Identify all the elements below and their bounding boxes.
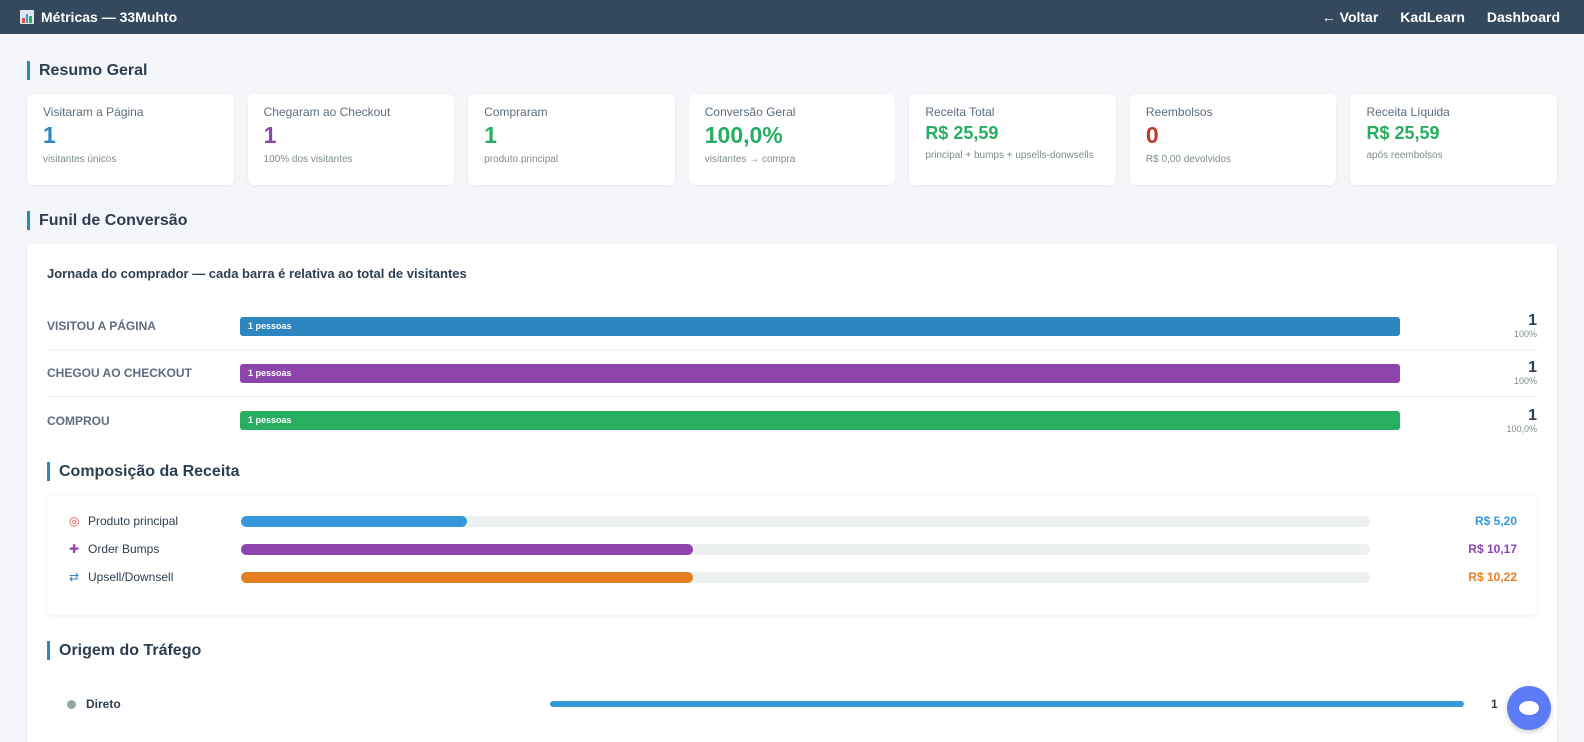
traffic-bar-track xyxy=(550,701,1464,707)
revenue-bar-track xyxy=(241,571,1370,583)
card-value: R$ 25,59 xyxy=(925,123,999,143)
summary-card: Receita Líquida R$ 25,59 após reembolsos xyxy=(1350,94,1558,185)
revenue-bar-fill xyxy=(241,515,467,527)
funnel-rows: VISITOU A PÁGINA 1 pessoas 1 100% CHEGOU AO … xyxy=(47,303,1537,444)
card-subtext: principal + bumps + upsells-donwsells xyxy=(925,150,1094,161)
traffic-source-label: Direto xyxy=(86,697,121,711)
card-label: Conversão Geral xyxy=(704,105,796,119)
funnel-percent: 100% xyxy=(1513,376,1537,386)
card-subtext: 100% dos visitantes xyxy=(263,154,353,165)
summary-card: Reembolsos 0 R$ 0,00 devolvidos xyxy=(1129,94,1337,185)
summary-card: Conversão Geral 100,0% visitantes → compra xyxy=(688,94,896,185)
traffic-count: 1 xyxy=(1491,697,1498,711)
plus-icon: ✚ xyxy=(69,542,80,556)
bar-chart-icon xyxy=(20,10,34,24)
funnel-count: 1 100% xyxy=(1400,359,1537,387)
funnel-stage-label: CHEGOU AO CHECKOUT xyxy=(47,366,192,380)
revenue-label: Upsell/Downsell xyxy=(88,570,174,584)
card-value: 1 xyxy=(484,122,497,148)
funnel-bar-track: 1 pessoas xyxy=(240,316,1400,336)
card-subtext: visitantes únicos xyxy=(43,154,117,165)
revenue-bar-track xyxy=(241,515,1370,527)
revenue-bar-track xyxy=(241,543,1370,555)
chat-button[interactable] xyxy=(1507,686,1551,730)
app-brand: Métricas — 33Muhto xyxy=(20,9,177,25)
traffic-panel: Direto 1 xyxy=(47,674,1537,742)
traffic-dot xyxy=(67,699,76,709)
dashboard-link[interactable]: Dashboard xyxy=(1486,9,1560,25)
funnel-bar: 1 pessoas xyxy=(240,411,1400,430)
revenue-value: R$ 5,20 xyxy=(1474,514,1517,528)
card-label: Reembolsos xyxy=(1145,105,1213,119)
card-label: Receita Total xyxy=(925,105,995,119)
traffic-title: Origem do Tráfego xyxy=(47,641,1537,660)
revenue-value: R$ 10,22 xyxy=(1468,570,1517,584)
funnel-count-value: 1 xyxy=(1528,359,1537,376)
chat-icon xyxy=(1519,701,1539,715)
summary-card: Compraram 1 produto principal xyxy=(468,94,675,185)
card-subtext: R$ 0,00 devolvidos xyxy=(1145,154,1231,165)
funnel-bar-track: 1 pessoas xyxy=(240,363,1400,383)
card-subtext: visitantes → compra xyxy=(704,154,796,165)
card-value: 1 xyxy=(43,122,56,148)
funnel-bar: 1 pessoas xyxy=(240,363,1400,383)
traffic-row: Direto 1 xyxy=(67,674,1517,734)
kadlearn-link[interactable]: KadLearn xyxy=(1400,9,1465,25)
revenue-row: ◎ Produto principal R$ 5,20 xyxy=(69,507,1517,535)
summary-card: Chegaram ao Checkout 1 100% dos visitantes xyxy=(247,94,455,185)
card-label: Compraram xyxy=(484,105,548,119)
revenue-label: Order Bumps xyxy=(88,542,160,556)
funnel-row: CHEGOU AO CHECKOUT 1 pessoas 1 100% xyxy=(47,350,1537,397)
card-label: Chegaram ao Checkout xyxy=(263,105,391,119)
card-subtext: produto principal xyxy=(484,154,559,165)
funnel-panel: Jornada do comprador — cada barra é rela… xyxy=(27,244,1557,742)
back-link[interactable]: ← Voltar xyxy=(1321,9,1379,25)
target-icon: ◎ xyxy=(69,514,80,528)
revenue-panel: ◎ Produto principal R$ 5,20 ✚ Order Bumps R$ … xyxy=(47,495,1537,615)
summary-title: Resumo Geral xyxy=(27,61,1557,80)
funnel-count: 1 100% xyxy=(1400,312,1537,340)
page-title: Métricas — 33Muhto xyxy=(41,9,178,25)
revenue-label: Produto principal xyxy=(88,514,179,528)
funnel-row: COMPROU 1 pessoas 1 100,0% xyxy=(47,397,1537,444)
card-value: 100,0% xyxy=(704,122,783,148)
funnel-row: VISITOU A PÁGINA 1 pessoas 1 100% xyxy=(47,303,1537,350)
funnel-bar: 1 pessoas xyxy=(240,316,1400,336)
funnel-count-value: 1 xyxy=(1528,312,1537,329)
revenue-title: Composição da Receita xyxy=(47,462,1537,481)
funnel-stage-label: VISITOU A PÁGINA xyxy=(47,319,156,333)
revenue-bar-fill xyxy=(241,543,693,555)
funnel-title: Funil de Conversão xyxy=(27,211,1557,230)
funnel-count-value: 1 xyxy=(1528,406,1537,424)
card-value: 1 xyxy=(263,122,277,148)
shuffle-icon: ⇄ xyxy=(69,570,80,584)
funnel-percent: 100,0% xyxy=(1506,423,1537,434)
funnel-stage-label: COMPROU xyxy=(47,413,110,428)
funnel-bar-track: 1 pessoas xyxy=(240,411,1400,430)
main-content: Resumo Geral Visitaram a Página 1 visitant… xyxy=(0,61,1584,742)
funnel-heading: Jornada do comprador — cada barra é rela… xyxy=(47,266,467,281)
summary-card: Receita Total R$ 25,59 principal + bumps +… xyxy=(909,94,1116,185)
traffic-bar-fill xyxy=(550,701,1464,707)
revenue-row: ✚ Order Bumps R$ 10,17 xyxy=(69,535,1517,563)
summary-card: Visitaram a Página 1 visitantes únicos xyxy=(27,94,234,185)
card-label: Receita Líquida xyxy=(1366,105,1450,119)
card-subtext: após reembolsos xyxy=(1366,150,1443,161)
top-nav: ← Voltar KadLearn Dashboard xyxy=(1322,9,1560,25)
summary-cards: Visitaram a Página 1 visitantes únicos Cheg… xyxy=(27,94,1558,185)
revenue-value: R$ 10,17 xyxy=(1468,542,1517,556)
revenue-row: ⇄ Upsell/Downsell R$ 10,22 xyxy=(69,563,1517,591)
funnel-percent: 100% xyxy=(1513,329,1537,339)
top-bar: Métricas — 33Muhto ← Voltar KadLearn Das… xyxy=(0,0,1584,34)
card-value: R$ 25,59 xyxy=(1366,123,1440,143)
card-value: 0 xyxy=(1145,122,1159,148)
funnel-count: 1 100,0% xyxy=(1400,406,1537,434)
revenue-bar-fill xyxy=(241,571,693,583)
card-label: Visitaram a Página xyxy=(43,105,144,119)
